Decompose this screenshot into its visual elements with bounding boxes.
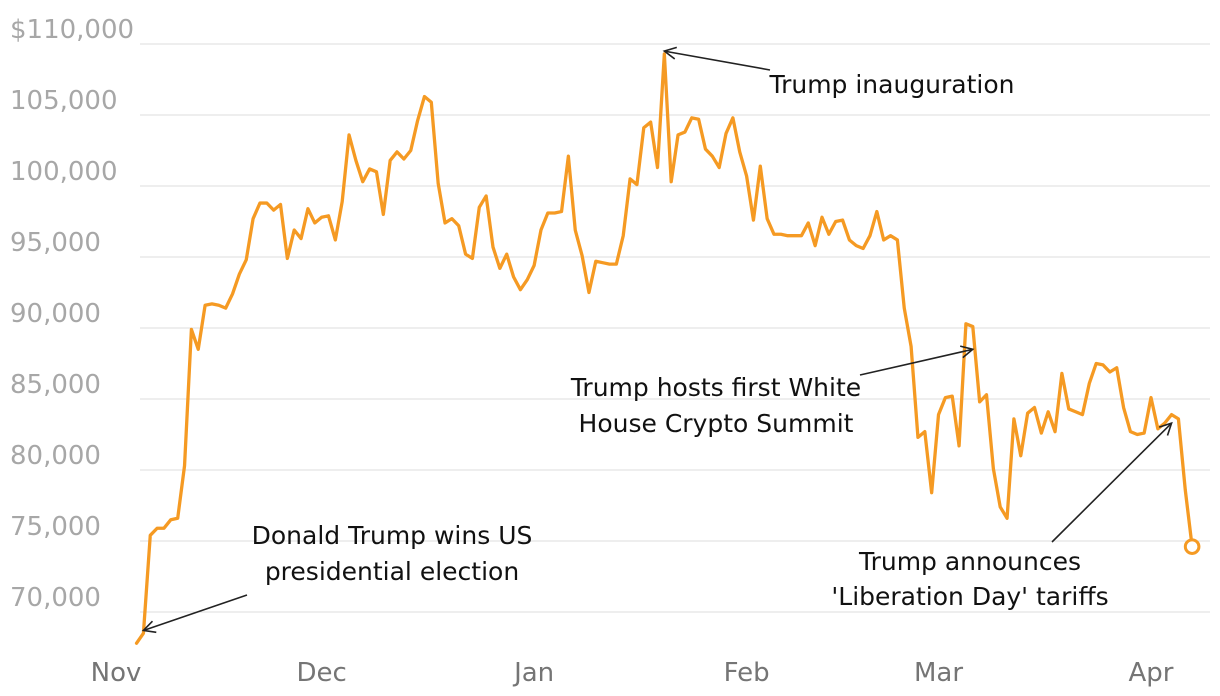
annotation-arrow bbox=[664, 50, 771, 71]
y-tick-label: 70,000 bbox=[10, 583, 101, 613]
annotation-arrow bbox=[859, 348, 973, 376]
x-tick-label: Feb bbox=[724, 658, 770, 688]
annotation-label: Donald Trump wins US bbox=[252, 521, 533, 550]
x-tick-label: Nov bbox=[91, 658, 142, 688]
annotation-label: Trump announces bbox=[858, 547, 1081, 576]
annotation-label: 'Liberation Day' tariffs bbox=[831, 582, 1108, 611]
x-tick-label: Jan bbox=[512, 658, 554, 688]
series-layer bbox=[134, 52, 1201, 645]
y-tick-label: 90,000 bbox=[10, 299, 101, 329]
x-tick-label: Apr bbox=[1129, 658, 1174, 688]
x-axis: Nov Dec Jan Feb Mar Apr bbox=[91, 658, 1174, 688]
y-tick-label: 105,000 bbox=[10, 86, 118, 116]
annotation-arrow bbox=[1051, 422, 1173, 543]
annotation-arrowhead bbox=[959, 345, 975, 359]
gridlines bbox=[140, 43, 1210, 613]
annotation-election: Donald Trump wins US presidential electio… bbox=[141, 521, 533, 634]
y-tick-label: 95,000 bbox=[10, 228, 101, 258]
series-line bbox=[134, 52, 1194, 645]
y-tick-label: 85,000 bbox=[10, 370, 101, 400]
annotation-arrowhead bbox=[662, 46, 678, 60]
y-tick-label: 80,000 bbox=[10, 441, 101, 471]
annotation-label: Trump hosts first White bbox=[570, 373, 861, 402]
annotation-label: Trump inauguration bbox=[768, 70, 1014, 99]
annotation-crypto-summit: Trump hosts first White House Crypto Summ… bbox=[570, 345, 975, 438]
annotation-inauguration: Trump inauguration bbox=[662, 46, 1015, 99]
annotation-label: House Crypto Summit bbox=[579, 409, 854, 438]
y-axis: $110,000 105,000 100,000 95,000 90,000 85,000… bbox=[10, 15, 134, 613]
annotation-liberation-day: Trump announces 'Liberation Day' tariffs bbox=[831, 421, 1173, 611]
annotation-label: presidential election bbox=[265, 557, 519, 586]
y-tick-label: $110,000 bbox=[10, 15, 134, 45]
annotation-arrowhead bbox=[1158, 421, 1173, 436]
annotation-arrow bbox=[143, 594, 248, 632]
y-tick-label: 75,000 bbox=[10, 512, 101, 542]
series-end-point-marker bbox=[1183, 538, 1201, 555]
x-tick-label: Mar bbox=[914, 658, 963, 688]
y-tick-label: 100,000 bbox=[10, 157, 118, 187]
annotations: Donald Trump wins US presidential electio… bbox=[141, 46, 1173, 634]
annotation-arrowhead bbox=[141, 620, 157, 634]
x-tick-label: Dec bbox=[296, 658, 346, 688]
